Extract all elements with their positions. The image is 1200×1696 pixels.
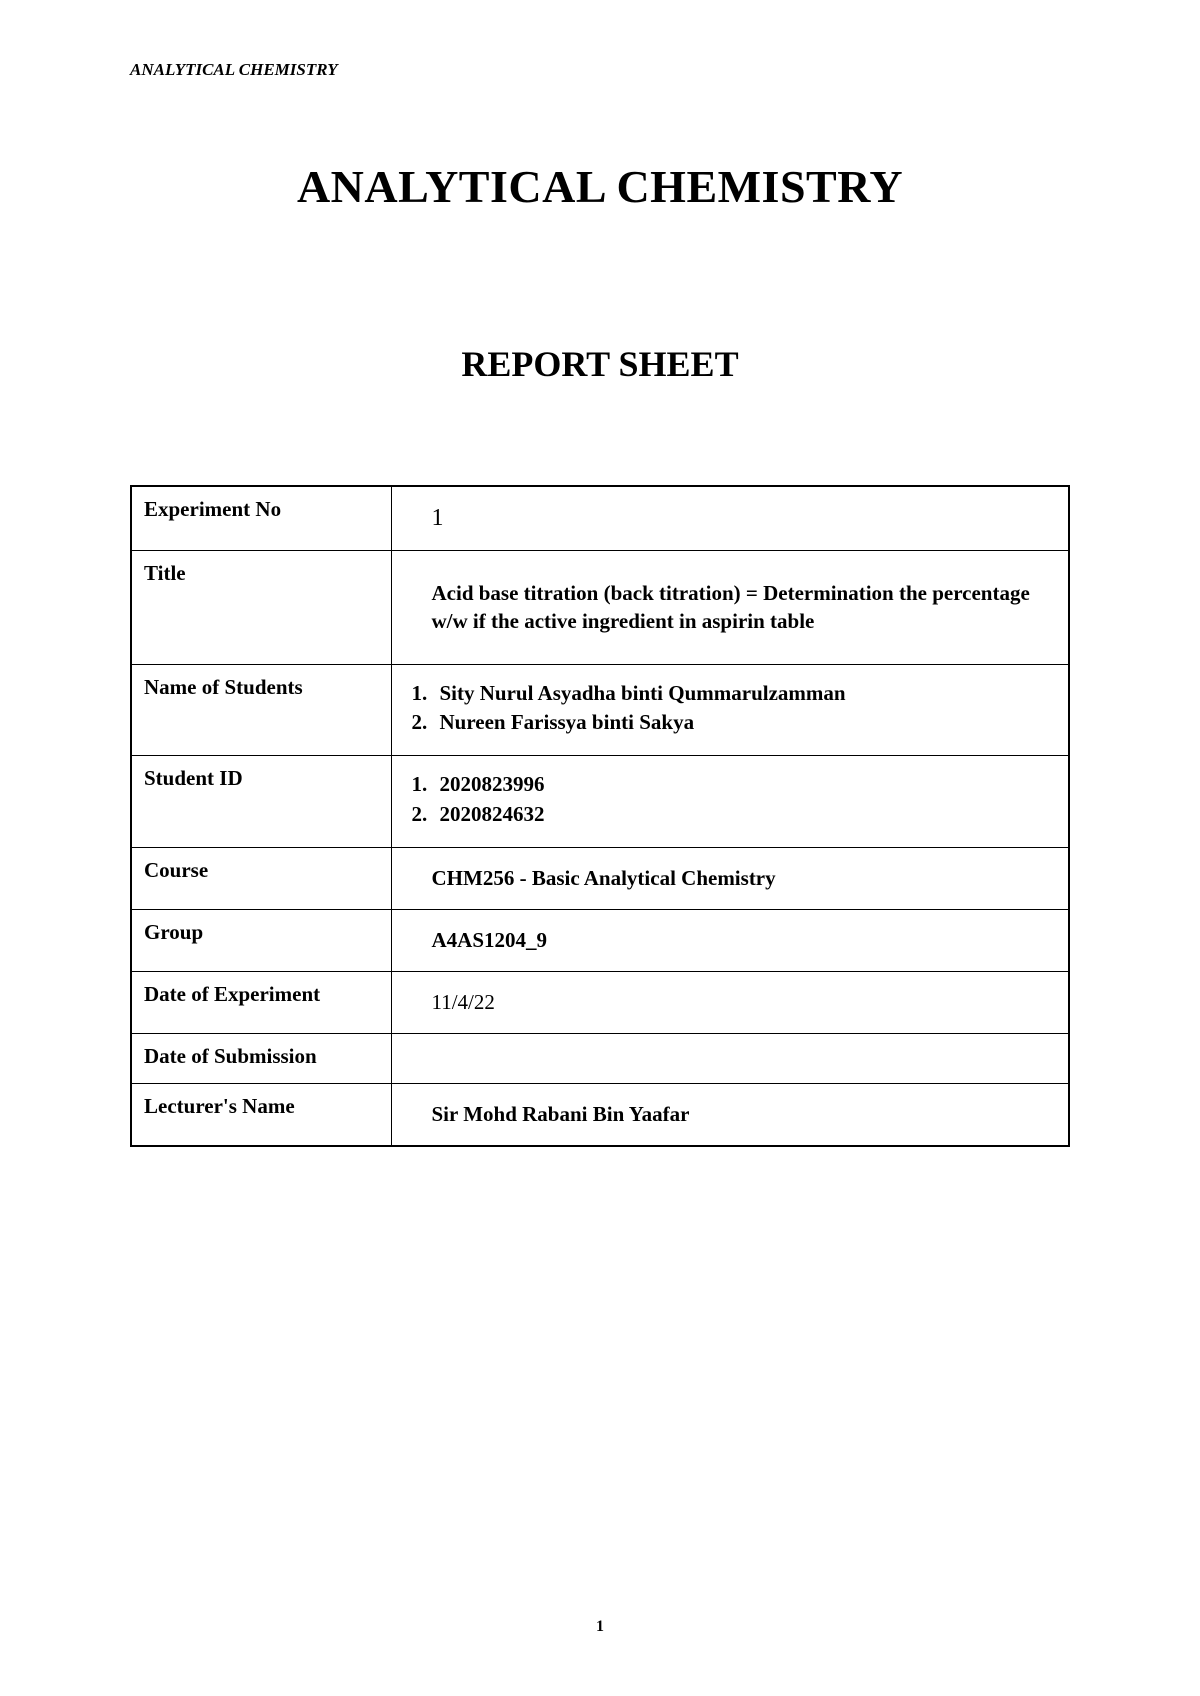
label-date-exp: Date of Experiment xyxy=(131,972,391,1034)
value-date-sub xyxy=(391,1034,1069,1084)
label-course: Course xyxy=(131,848,391,910)
label-date-sub: Date of Submission xyxy=(131,1034,391,1084)
list-number: 2. xyxy=(412,800,440,829)
label-student-id: Student ID xyxy=(131,756,391,848)
label-lecturer: Lecturer's Name xyxy=(131,1084,391,1147)
label-title: Title xyxy=(131,551,391,665)
value-course: CHM256 - Basic Analytical Chemistry xyxy=(391,848,1069,910)
table-row: Title Acid base titration (back titratio… xyxy=(131,551,1069,665)
student-name: Nureen Farissya binti Sakya xyxy=(440,708,695,737)
value-group: A4AS1204_9 xyxy=(391,910,1069,972)
table-row: Date of Submission xyxy=(131,1034,1069,1084)
list-number: 1. xyxy=(412,770,440,799)
table-row: Course CHM256 - Basic Analytical Chemist… xyxy=(131,848,1069,910)
table-row: Student ID 1. 2020823996 2. 2020824632 xyxy=(131,756,1069,848)
list-item: 2. 2020824632 xyxy=(412,800,1051,829)
value-student-id: 1. 2020823996 2. 2020824632 xyxy=(391,756,1069,848)
value-title: Acid base titration (back titration) = D… xyxy=(391,551,1069,665)
label-experiment-no: Experiment No xyxy=(131,486,391,551)
table-row: Name of Students 1. Sity Nurul Asyadha b… xyxy=(131,664,1069,756)
main-title: ANALYTICAL CHEMISTRY xyxy=(130,160,1070,213)
table-row: Date of Experiment 11/4/22 xyxy=(131,972,1069,1034)
list-item: 1. 2020823996 xyxy=(412,770,1051,799)
label-group: Group xyxy=(131,910,391,972)
value-experiment-no: 1 xyxy=(391,486,1069,551)
student-name: Sity Nurul Asyadha binti Qummarulzamman xyxy=(440,679,846,708)
student-id: 2020823996 xyxy=(440,770,545,799)
value-students: 1. Sity Nurul Asyadha binti Qummarulzamm… xyxy=(391,664,1069,756)
table-row: Group A4AS1204_9 xyxy=(131,910,1069,972)
sub-title: REPORT SHEET xyxy=(130,343,1070,385)
list-number: 1. xyxy=(412,679,440,708)
label-students: Name of Students xyxy=(131,664,391,756)
page-header: ANALYTICAL CHEMISTRY xyxy=(130,60,1070,80)
page-number: 1 xyxy=(0,1618,1200,1636)
list-item: 1. Sity Nurul Asyadha binti Qummarulzamm… xyxy=(412,679,1051,708)
student-id: 2020824632 xyxy=(440,800,545,829)
table-row: Experiment No 1 xyxy=(131,486,1069,551)
value-date-exp: 11/4/22 xyxy=(391,972,1069,1034)
table-row: Lecturer's Name Sir Mohd Rabani Bin Yaaf… xyxy=(131,1084,1069,1147)
list-item: 2. Nureen Farissya binti Sakya xyxy=(412,708,1051,737)
report-table: Experiment No 1 Title Acid base titratio… xyxy=(130,485,1070,1147)
list-number: 2. xyxy=(412,708,440,737)
page-container: ANALYTICAL CHEMISTRY ANALYTICAL CHEMISTR… xyxy=(0,0,1200,1197)
value-lecturer: Sir Mohd Rabani Bin Yaafar xyxy=(391,1084,1069,1147)
